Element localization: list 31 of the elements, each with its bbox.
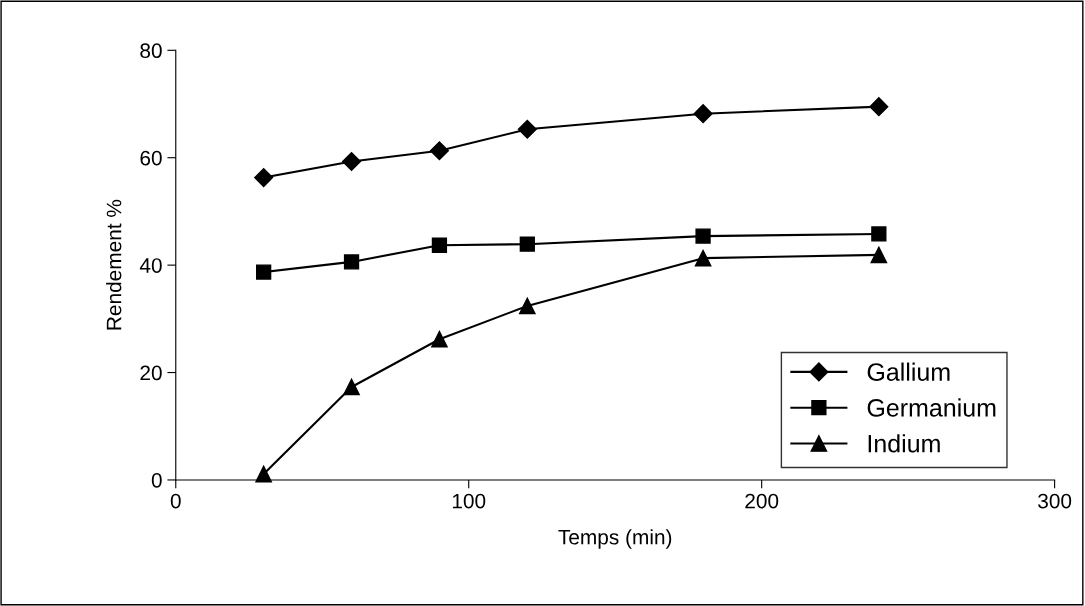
point [869,97,889,117]
point [519,236,535,252]
x-tick-label: 0 [170,493,181,509]
y-tick-label: 40 [139,258,162,273]
y-tick-label: 60 [140,150,162,166]
point [694,249,712,267]
point [518,297,536,315]
point [343,378,360,396]
point [695,228,711,244]
point [431,330,448,348]
x-tick-label: 200 [745,493,779,509]
y-tick-label: 0 [151,472,162,488]
x-tick-label: 300 [1038,493,1072,509]
point [693,104,713,124]
y-tick-label: 80 [140,43,162,59]
legend-label: Indium [868,434,940,453]
point [254,168,274,188]
point [431,237,448,253]
point [870,246,888,264]
y-tick-label: 20 [140,365,162,381]
x-tick-label: 100 [452,493,486,509]
point [871,226,887,242]
legend-label: Germanium [867,398,996,417]
point [343,254,360,270]
y-axis-title: Rendement % [106,199,122,330]
point [256,264,272,280]
x-axis-title: Temps (min) [558,529,672,549]
point [429,141,449,161]
legend-label: Gallium [867,362,950,381]
point [517,119,537,139]
point [342,151,362,172]
